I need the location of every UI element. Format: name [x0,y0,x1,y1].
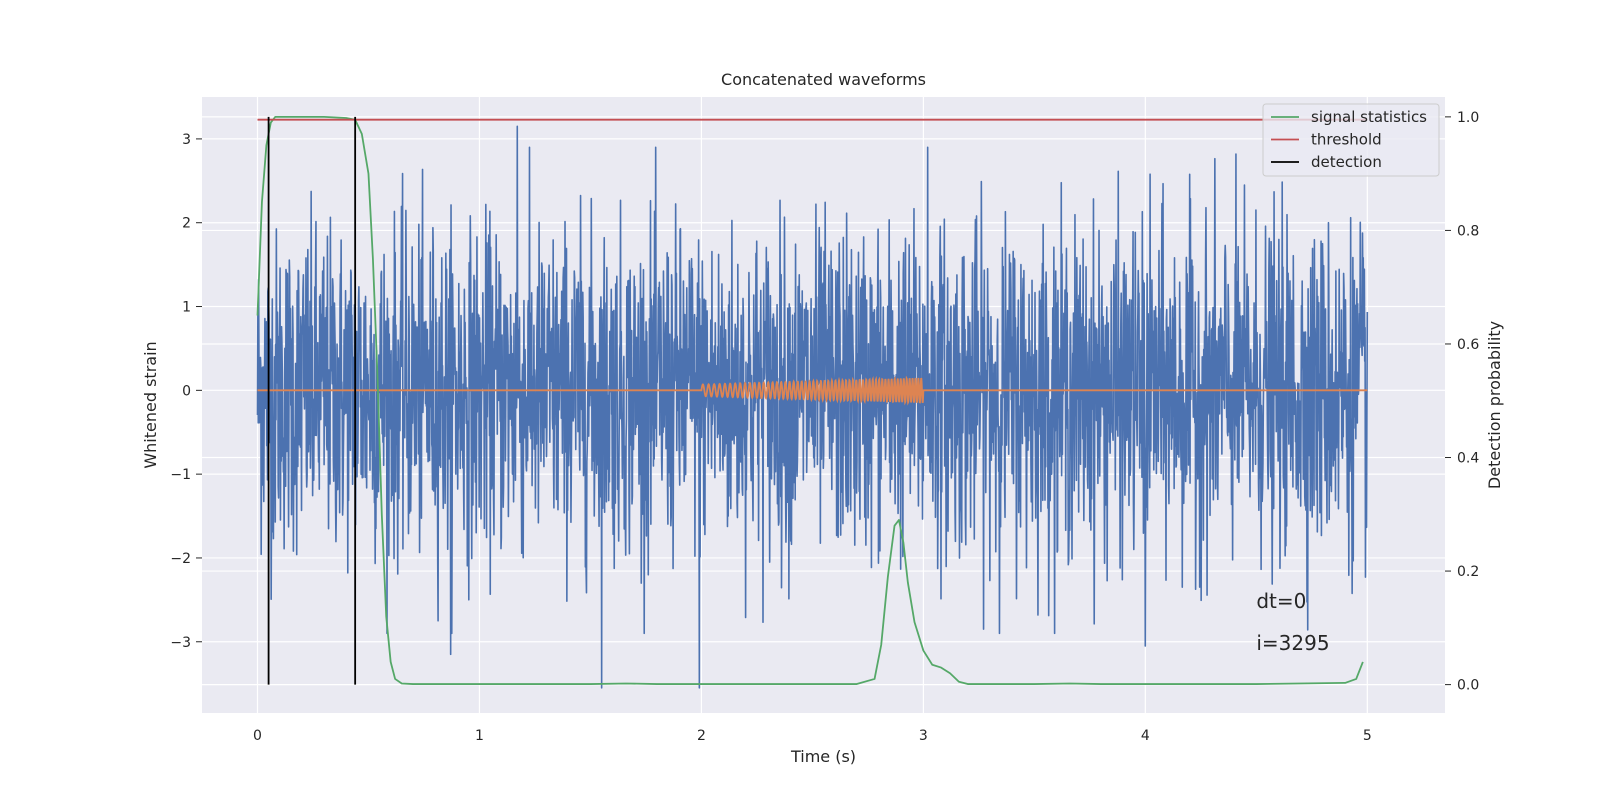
series-injected-chirp [257,375,1368,406]
x-tick-label: 5 [1363,728,1372,744]
y-right-tick-label: 0.0 [1457,678,1479,694]
noise-trace [256,125,1369,689]
annotation-dt: dt=0 [1256,589,1306,613]
series-signal-statistics [256,115,1364,685]
y-right-tick-label: 1.0 [1457,110,1479,126]
y-axis-left-label: Whitened strain [141,341,160,468]
y-left-tick-label: −3 [170,635,191,651]
x-tick-label: 4 [1141,728,1150,744]
legend-label-threshold: threshold [1311,131,1382,149]
y-right-tick-label: 0.6 [1457,337,1479,353]
legend-box [1262,103,1440,177]
axis-ticks: 0 1 2 3 4 5 −3 −2 −1 0 1 2 3 0.0 0.2 0.4 0.6 0.8 1.0 [170,110,1479,744]
legend-label-signal-statistics: signal statistics [1311,108,1427,126]
y-left-tick-label: 1 [182,300,191,316]
x-axis-label: Time (s) [790,747,856,766]
y-left-tick-label: −1 [170,467,191,483]
y-right-tick-label: 0.4 [1457,451,1479,467]
chart-title: Concatenated waveforms [721,70,926,89]
y-left-tick-label: 2 [182,216,191,232]
x-tick-label: 0 [253,728,262,744]
x-tick-label: 2 [697,728,706,744]
legend: signal statistics threshold detection [1262,103,1440,177]
annotations: dt=0 i=3295 [1256,589,1329,655]
x-tick-label: 3 [919,728,928,744]
y-right-tick-label: 0.8 [1457,223,1479,239]
y-left-tick-label: 0 [182,383,191,399]
y-axis-right-label: Detection probability [1485,321,1504,489]
legend-label-detection: detection [1311,153,1382,171]
annotation-index: i=3295 [1256,631,1329,655]
chirp-trace [257,375,1368,406]
y-left-tick-label: −2 [170,551,191,567]
signal-statistics-line [256,115,1364,685]
x-tick-label: 1 [475,728,484,744]
y-right-tick-label: 0.2 [1457,564,1479,580]
y-left-tick-label: 3 [182,132,191,148]
series-detection [267,116,357,685]
series-whitened-noise [256,125,1369,689]
